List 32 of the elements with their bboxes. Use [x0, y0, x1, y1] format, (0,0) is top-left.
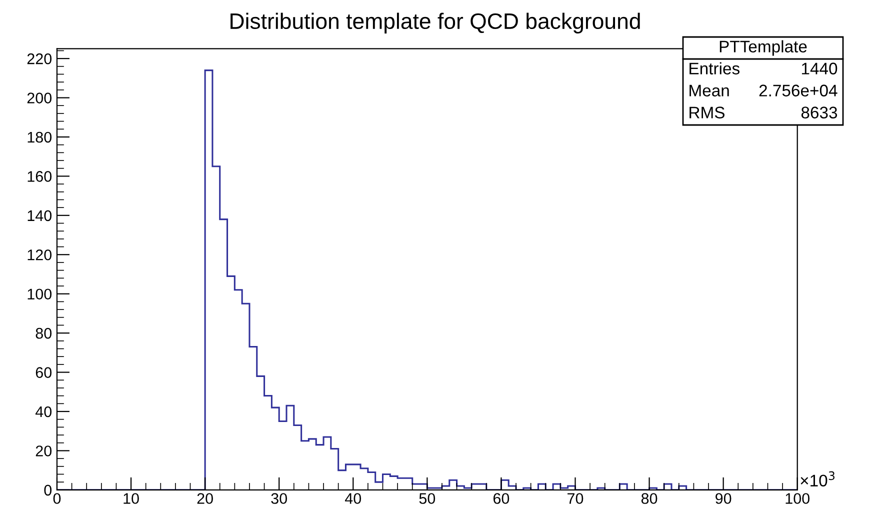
y-tick-label: 20	[36, 446, 52, 456]
y-tick-label: 80	[36, 328, 52, 339]
y-tick-label: 0	[44, 484, 52, 496]
y-tick-label: 40	[35, 406, 52, 418]
y-tick-label: 140	[28, 210, 52, 222]
x-tick-label: 90	[716, 493, 732, 504]
y-tick-label: 60	[36, 367, 52, 378]
y-tick-label: 100	[28, 288, 52, 300]
x-tick-label: 0	[53, 493, 61, 504]
annotation: 2.756e+04	[759, 84, 838, 96]
x-tick-label: 100	[786, 493, 810, 504]
chart-title: Distribution template for QCD background	[230, 12, 640, 34]
x-tick-label: 40	[344, 493, 362, 504]
y-tick-label: 120	[28, 249, 52, 260]
y-tick-label: 180	[28, 132, 52, 143]
annotation: RMS	[690, 106, 724, 118]
y-tick-label: 200	[27, 92, 52, 104]
annotation: Entries	[690, 62, 740, 74]
x-axis-title: ×10$^{3}$	[800, 471, 834, 486]
x-tick-label: 30	[271, 493, 287, 504]
annotation: Mean	[690, 84, 729, 96]
annotation: PTTemplate	[720, 40, 807, 56]
text: 8633	[801, 106, 838, 118]
x-tick-label: 20	[197, 493, 213, 504]
text: 1440	[802, 62, 838, 74]
x-tick-label: 60	[493, 493, 510, 504]
x-tick-label: 80	[641, 493, 658, 504]
y-tick-label: 160	[28, 171, 52, 182]
x-tick-label: 70	[568, 493, 584, 504]
y-tick-label: 220	[27, 53, 52, 64]
x-tick-label: 10	[124, 493, 139, 504]
x-tick-label: 50	[419, 493, 436, 504]
